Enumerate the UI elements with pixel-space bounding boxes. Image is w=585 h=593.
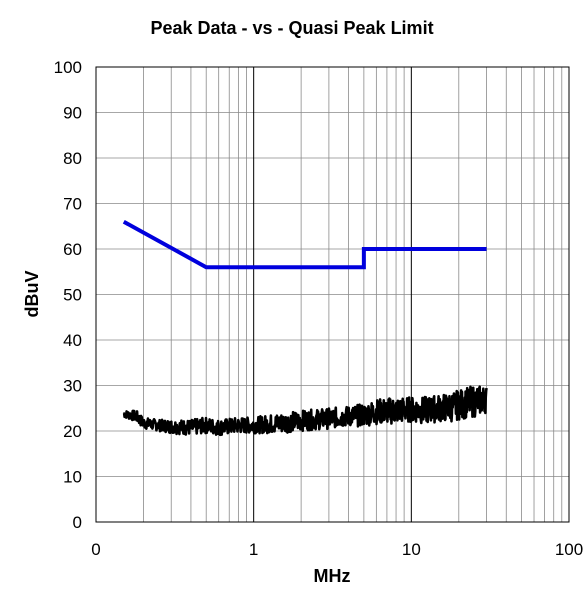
y-tick-label: 100 xyxy=(54,58,82,77)
y-tick-label: 20 xyxy=(63,422,82,441)
y-tick-label: 40 xyxy=(63,331,82,350)
plot-frame xyxy=(95,66,570,523)
y-tick-label: 0 xyxy=(73,513,82,532)
y-axis-label: dBuV xyxy=(22,271,42,318)
y-tick-label: 90 xyxy=(63,104,82,123)
x-tick-label: 10 xyxy=(402,540,421,559)
x-tick-label: 100 xyxy=(555,540,583,559)
x-axis-label: MHz xyxy=(314,566,351,586)
y-tick-label: 80 xyxy=(63,149,82,168)
series-line-0 xyxy=(122,219,487,270)
y-tick-label: 70 xyxy=(63,195,82,214)
grid xyxy=(95,66,569,523)
x-tick-label: 0 xyxy=(91,540,100,559)
data-layer xyxy=(122,219,488,437)
series-noise-1 xyxy=(122,385,488,437)
x-tick-label: 1 xyxy=(249,540,258,559)
y-tick-label: 10 xyxy=(63,468,82,487)
chart-title: Peak Data - vs - Quasi Peak Limit xyxy=(150,18,433,38)
tick-labels: 0 10 20 30 40 50 60 70 80 90 100 0 1 10 100 xyxy=(54,58,584,559)
y-tick-label: 60 xyxy=(63,240,82,259)
y-tick-label: 30 xyxy=(63,377,82,396)
y-tick-label: 50 xyxy=(63,286,82,305)
